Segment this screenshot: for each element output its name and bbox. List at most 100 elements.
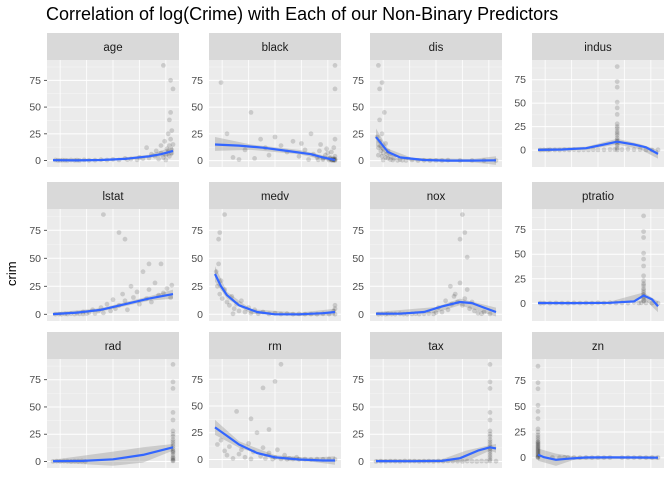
- data-point: [655, 147, 661, 153]
- data-point: [535, 448, 541, 453]
- data-point: [315, 157, 321, 163]
- data-point: [487, 362, 493, 367]
- data-point: [329, 149, 334, 155]
- data-point: [164, 146, 170, 152]
- data-point: [460, 212, 465, 218]
- data-point: [215, 442, 220, 447]
- facet-strip: [209, 33, 341, 60]
- y-tick-label: 50: [514, 401, 526, 413]
- data-point: [170, 437, 176, 443]
- data-point: [487, 417, 493, 423]
- y-tick-label: 50: [191, 253, 203, 265]
- data-point: [457, 236, 463, 242]
- data-point: [614, 147, 620, 153]
- panel-marks: [374, 63, 499, 165]
- smooth-line: [375, 136, 497, 162]
- facet-age: age 0 25 50 75: [29, 33, 179, 167]
- data-point: [641, 256, 646, 262]
- facet-strip: [532, 332, 664, 359]
- data-point: [222, 212, 228, 218]
- data-point: [224, 299, 230, 305]
- data-point: [487, 410, 493, 415]
- data-point: [170, 448, 176, 453]
- data-point: [475, 310, 481, 316]
- data-point: [614, 132, 620, 138]
- facet-strip: [370, 182, 502, 209]
- data-point: [607, 147, 613, 152]
- data-point: [460, 459, 465, 464]
- y-tick-label: 0: [358, 309, 364, 321]
- y-tick-label: 25: [514, 273, 526, 285]
- y-tick-label: 50: [352, 102, 364, 114]
- data-point: [641, 213, 646, 219]
- facet-strip: [209, 182, 341, 209]
- y-tick-label: 75: [191, 75, 203, 87]
- data-point: [144, 145, 150, 151]
- data-point: [170, 439, 176, 445]
- data-point: [487, 311, 493, 317]
- chart-title: Correlation of log(Crime) with Each of o…: [46, 4, 559, 24]
- y-tick-label: 75: [29, 225, 41, 237]
- data-point: [472, 308, 477, 314]
- y-tick-label: 0: [197, 155, 203, 167]
- data-point: [156, 156, 162, 162]
- data-point: [169, 128, 175, 134]
- data-point: [242, 147, 248, 153]
- data-point: [535, 409, 541, 414]
- facet-rm: rm 0 25 50 75: [191, 332, 341, 468]
- y-tick-label: 50: [352, 253, 364, 265]
- y-tick-label: 0: [197, 309, 203, 321]
- data-point: [433, 310, 439, 315]
- y-tick-label: 25: [29, 281, 41, 293]
- y-tick-label: 75: [352, 374, 364, 386]
- data-point: [377, 86, 382, 92]
- data-point: [377, 117, 382, 123]
- data-point: [275, 447, 280, 453]
- facet-strip-label: ptratio: [582, 191, 614, 203]
- data-point: [625, 146, 631, 152]
- data-point: [380, 157, 386, 163]
- data-point: [619, 147, 625, 153]
- y-tick-label: 25: [191, 128, 203, 140]
- y-tick-label: 75: [514, 224, 526, 236]
- data-point: [641, 235, 646, 240]
- data-point: [134, 289, 140, 295]
- y-tick-label: 50: [29, 253, 41, 265]
- data-point: [448, 283, 453, 289]
- data-point: [614, 112, 620, 117]
- data-point: [224, 131, 230, 137]
- facet-ptratio: ptratio 0 25 50 75: [514, 182, 664, 321]
- data-point: [170, 458, 176, 463]
- data-point: [464, 254, 470, 260]
- data-point: [385, 156, 391, 161]
- data-point: [535, 443, 541, 448]
- facet-black: black 0 25 50 75: [191, 33, 341, 167]
- data-point: [535, 402, 541, 408]
- data-point: [376, 145, 381, 151]
- data-point: [278, 143, 284, 149]
- data-point: [614, 130, 620, 136]
- data-point: [535, 386, 541, 392]
- data-point: [158, 261, 164, 267]
- data-point: [383, 141, 388, 146]
- data-point: [439, 309, 445, 315]
- data-point: [535, 440, 541, 446]
- facet-strip-label: tax: [428, 341, 444, 353]
- smooth-line: [376, 300, 497, 315]
- data-point: [116, 230, 122, 235]
- data-point: [535, 438, 541, 444]
- data-point: [487, 437, 493, 443]
- facet-strip-label: rad: [105, 341, 122, 353]
- data-point: [474, 459, 480, 464]
- data-point: [332, 63, 338, 68]
- data-point: [481, 309, 487, 315]
- data-point: [122, 298, 128, 304]
- data-point: [317, 148, 322, 154]
- data-point: [263, 456, 268, 461]
- data-point: [479, 311, 484, 317]
- y-tick-label: 25: [352, 281, 364, 293]
- data-point: [239, 298, 244, 304]
- data-point: [165, 131, 171, 137]
- panel-marks: [213, 212, 338, 317]
- data-point: [239, 447, 244, 453]
